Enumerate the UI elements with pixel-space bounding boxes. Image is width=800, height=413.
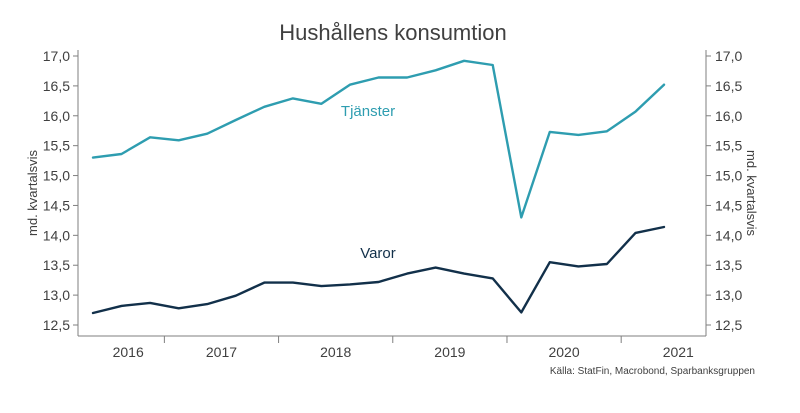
series-label-tjanster: Tjänster	[341, 103, 395, 120]
x-tick-label: 2019	[434, 344, 465, 360]
y-tick-label-left: 16,0	[43, 108, 70, 124]
left-y-ticks: 12,5 13,0 13,5 14,0 14,5 15,0 15,5 16,0 16,5 17,0	[43, 48, 78, 333]
chart-title: Hushållens konsumtion	[279, 20, 506, 45]
y-tick-label-left: 16,5	[43, 78, 70, 94]
axes	[77, 50, 707, 337]
x-tick-label: 2020	[548, 344, 579, 360]
y-tick-label-right: 17,0	[715, 48, 742, 64]
y-tick-label-left: 13,0	[43, 287, 70, 303]
source-note: Källa: StatFin, Macrobond, Sparbanksgrup…	[550, 366, 755, 377]
x-tick-label: 2018	[320, 344, 351, 360]
x-tick-label: 2021	[663, 344, 694, 360]
series-line-tjanster	[91, 59, 666, 219]
y-tick-label-left: 13,5	[43, 257, 70, 273]
x-tick-label: 2016	[113, 344, 144, 360]
y-axis-label-right: md. kvartalsvis	[744, 150, 759, 236]
x-tick-label: 2017	[206, 344, 237, 360]
y-tick-label-left: 12,5	[43, 317, 70, 333]
y-tick-label-right: 15,0	[715, 168, 742, 184]
y-tick-label-left: 14,0	[43, 227, 70, 243]
y-tick-label-right: 13,5	[715, 257, 742, 273]
y-tick-label-right: 12,5	[715, 317, 742, 333]
y-tick-label-right: 16,5	[715, 78, 742, 94]
series-lines	[91, 59, 666, 315]
y-tick-label-left: 14,5	[43, 197, 70, 213]
y-tick-label-right: 14,0	[715, 227, 742, 243]
x-tick-labels: 2016 2017 2018 2019 2020 2021	[113, 344, 694, 360]
y-axis-label-left: md. kvartalsvis	[25, 150, 40, 236]
y-tick-label-right: 13,0	[715, 287, 742, 303]
y-tick-label-left: 17,0	[43, 48, 70, 64]
y-tick-label-left: 15,0	[43, 168, 70, 184]
y-tick-label-right: 15,5	[715, 138, 742, 154]
y-tick-label-right: 14,5	[715, 197, 742, 213]
y-tick-label-right: 16,0	[715, 108, 742, 124]
y-tick-label-left: 15,5	[43, 138, 70, 154]
series-line-varor	[91, 225, 666, 315]
x-ticks	[163, 336, 622, 343]
right-y-ticks: 12,5 13,0 13,5 14,0 14,5 15,0 15,5 16,0 16,5 17,0	[706, 48, 742, 333]
series-label-varor: Varor	[360, 245, 396, 262]
